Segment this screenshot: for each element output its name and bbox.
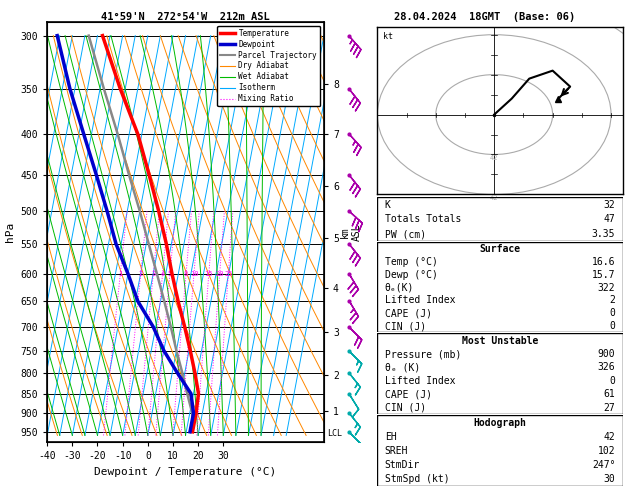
Text: 0: 0 — [610, 321, 615, 331]
Text: θₑ (K): θₑ (K) — [385, 363, 420, 372]
Text: 322: 322 — [598, 283, 615, 293]
Text: 8: 8 — [184, 271, 188, 277]
Text: CIN (J): CIN (J) — [385, 321, 426, 331]
Text: 42: 42 — [490, 195, 498, 201]
Text: 41°59'N  272°54'W  212m ASL: 41°59'N 272°54'W 212m ASL — [101, 12, 270, 22]
Text: Totals Totals: Totals Totals — [385, 214, 461, 225]
Text: Dewp (°C): Dewp (°C) — [385, 270, 438, 280]
Y-axis label: hPa: hPa — [5, 222, 15, 242]
Text: 28.04.2024  18GMT  (Base: 06): 28.04.2024 18GMT (Base: 06) — [394, 12, 575, 22]
Text: 326: 326 — [598, 363, 615, 372]
Text: 16.6: 16.6 — [592, 257, 615, 267]
Text: 10: 10 — [190, 271, 198, 277]
Text: CIN (J): CIN (J) — [385, 402, 426, 413]
Text: Most Unstable: Most Unstable — [462, 336, 538, 346]
Text: 0: 0 — [610, 308, 615, 318]
Text: 102: 102 — [598, 446, 615, 456]
Text: Lifted Index: Lifted Index — [385, 376, 455, 386]
Text: 247°: 247° — [592, 460, 615, 470]
Text: 2: 2 — [610, 295, 615, 306]
Text: PW (cm): PW (cm) — [385, 229, 426, 239]
Text: StmDir: StmDir — [385, 460, 420, 470]
Text: Surface: Surface — [479, 244, 521, 254]
Text: 47: 47 — [604, 214, 615, 225]
Text: 30: 30 — [604, 474, 615, 484]
Text: Pressure (mb): Pressure (mb) — [385, 349, 461, 359]
Text: 0: 0 — [610, 376, 615, 386]
Text: K: K — [385, 200, 391, 210]
Text: θₑ(K): θₑ(K) — [385, 283, 414, 293]
Text: 25: 25 — [224, 271, 233, 277]
Text: 42: 42 — [490, 156, 498, 161]
Text: 3: 3 — [151, 271, 155, 277]
Text: 2: 2 — [138, 271, 143, 277]
Text: StmSpd (kt): StmSpd (kt) — [385, 474, 449, 484]
X-axis label: Dewpoint / Temperature (°C): Dewpoint / Temperature (°C) — [94, 467, 277, 477]
Text: 4: 4 — [160, 271, 165, 277]
Text: Temp (°C): Temp (°C) — [385, 257, 438, 267]
Text: 27: 27 — [604, 402, 615, 413]
Text: 20: 20 — [216, 271, 224, 277]
Text: 15.7: 15.7 — [592, 270, 615, 280]
Text: 1: 1 — [118, 271, 123, 277]
Text: CAPE (J): CAPE (J) — [385, 308, 431, 318]
Text: 15: 15 — [204, 271, 213, 277]
Text: EH: EH — [385, 432, 396, 442]
Text: kt: kt — [383, 32, 393, 41]
Text: Lifted Index: Lifted Index — [385, 295, 455, 306]
Y-axis label: km
ASL: km ASL — [340, 223, 362, 241]
Text: 900: 900 — [598, 349, 615, 359]
Legend: Temperature, Dewpoint, Parcel Trajectory, Dry Adiabat, Wet Adiabat, Isotherm, Mi: Temperature, Dewpoint, Parcel Trajectory… — [217, 26, 320, 106]
Text: LCL: LCL — [326, 429, 342, 438]
Text: 3.35: 3.35 — [592, 229, 615, 239]
Text: Hodograph: Hodograph — [474, 418, 526, 428]
Text: 32: 32 — [604, 200, 615, 210]
Text: SREH: SREH — [385, 446, 408, 456]
Text: 5: 5 — [168, 271, 172, 277]
Text: 42: 42 — [604, 432, 615, 442]
Text: CAPE (J): CAPE (J) — [385, 389, 431, 399]
Text: 61: 61 — [604, 389, 615, 399]
